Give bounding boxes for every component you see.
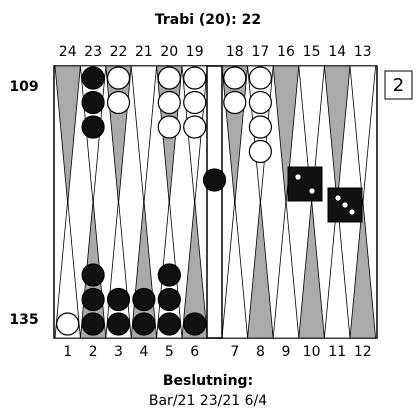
checker [132, 312, 156, 336]
checker [183, 66, 207, 90]
point [221, 199, 249, 339]
point-number: 23 [84, 44, 102, 60]
point-number: 22 [110, 44, 128, 60]
point [54, 199, 81, 339]
pip-count-top: 109 [9, 79, 38, 95]
point [349, 65, 377, 205]
point-number: 4 [139, 344, 148, 360]
point [349, 199, 377, 339]
point-number: 11 [328, 344, 346, 360]
checker [157, 312, 181, 336]
point [181, 199, 208, 339]
point [323, 65, 351, 205]
decision-move: Bar/21 23/21 6/4 [149, 393, 267, 409]
bar [206, 65, 223, 339]
title: Trabi (20): 22 [155, 12, 261, 28]
checker [106, 90, 131, 115]
point-number: 15 [303, 44, 321, 60]
checker [81, 66, 105, 90]
point [298, 199, 325, 339]
checker [106, 66, 131, 90]
checker [248, 66, 272, 90]
point-number: 5 [165, 344, 174, 360]
point [272, 65, 300, 205]
point-number: 24 [59, 44, 77, 60]
point [247, 199, 274, 339]
cube [384, 70, 413, 100]
checker [248, 115, 272, 139]
die-pip [342, 202, 348, 208]
checker [81, 263, 105, 287]
point-number: 2 [89, 344, 98, 360]
point-number: 1 [63, 344, 72, 360]
checker [157, 66, 181, 90]
checker [132, 287, 156, 312]
checker [56, 312, 80, 336]
pip-count-bottom: 135 [9, 312, 38, 328]
point-number: 3 [114, 344, 123, 360]
die-pip [295, 174, 301, 180]
point [130, 65, 158, 205]
checker [81, 312, 105, 336]
checker [157, 287, 181, 312]
die-pip [309, 188, 315, 194]
point-number: 8 [256, 344, 265, 360]
checker [81, 115, 105, 139]
point-number: 13 [354, 44, 372, 60]
die [287, 166, 323, 202]
point-number: 10 [303, 344, 321, 360]
point [298, 65, 325, 205]
checker [223, 90, 247, 115]
point-number: 16 [277, 44, 295, 60]
die-pip [349, 209, 355, 215]
checker [106, 287, 131, 312]
cube-value: 2 [393, 75, 404, 96]
point-number: 20 [160, 44, 178, 60]
checker [248, 90, 272, 115]
point [54, 65, 81, 205]
point-number: 9 [282, 344, 291, 360]
checker [81, 90, 105, 115]
checker [183, 90, 207, 115]
checker [106, 312, 131, 336]
point-number: 12 [354, 344, 372, 360]
checker [157, 263, 181, 287]
point-number: 17 [251, 44, 269, 60]
die-pip [335, 195, 341, 201]
checker [81, 287, 105, 312]
point [272, 199, 300, 339]
point-number: 14 [328, 44, 346, 60]
checker [223, 66, 247, 90]
point-number: 6 [190, 344, 199, 360]
checker [157, 90, 181, 115]
checker [248, 139, 272, 164]
checker [157, 115, 181, 139]
checker [183, 312, 207, 336]
point-number: 19 [186, 44, 204, 60]
point-number: 18 [226, 44, 244, 60]
checker [183, 115, 207, 139]
point-number: 7 [230, 344, 239, 360]
point [323, 199, 351, 339]
point-number: 21 [135, 44, 153, 60]
checker [202, 168, 227, 192]
decision-label: Beslutning: [163, 373, 253, 389]
